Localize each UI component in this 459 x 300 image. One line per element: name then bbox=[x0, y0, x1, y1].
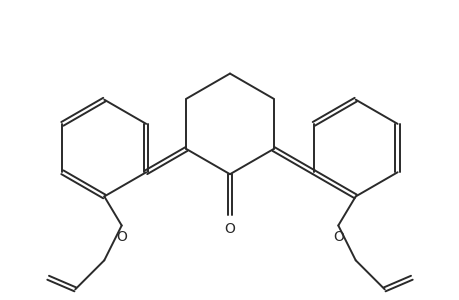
Text: O: O bbox=[332, 230, 343, 244]
Text: O: O bbox=[224, 222, 235, 236]
Text: O: O bbox=[116, 230, 127, 244]
